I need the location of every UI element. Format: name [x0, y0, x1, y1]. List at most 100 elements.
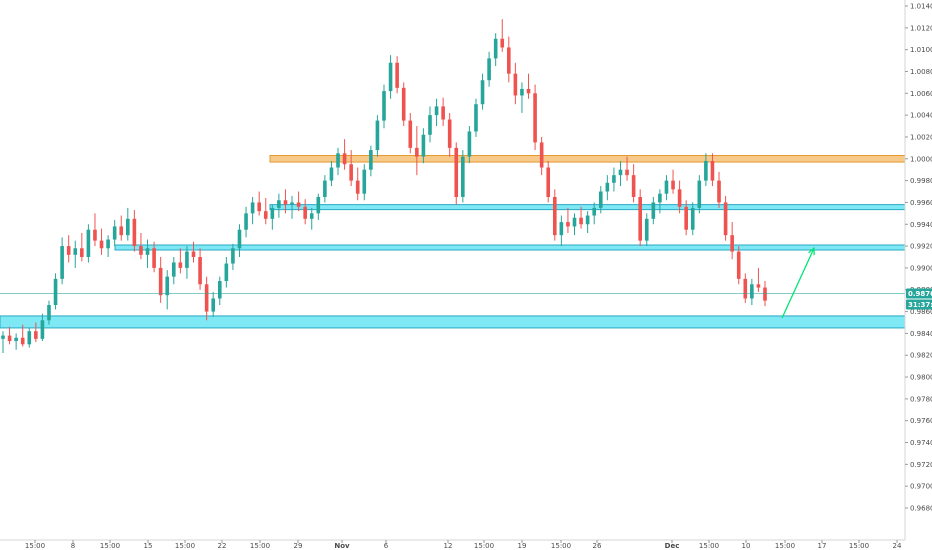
- x-tick-label: 15:00: [849, 542, 869, 550]
- candle-body: [93, 229, 97, 241]
- x-tick-label: 29: [294, 542, 303, 550]
- x-tick-label: 15:00: [474, 542, 494, 550]
- time-axis[interactable]: 15:00 8 15:00 15 15:00 22 15:00 29 Nov 6 12 15:00 19…: [25, 540, 902, 550]
- candle: [454, 142, 459, 205]
- candle: [375, 115, 380, 157]
- candle: [638, 189, 642, 247]
- projection-arrow[interactable]: [781, 246, 815, 319]
- x-tick-label: 24: [893, 542, 902, 550]
- candle-body: [73, 248, 78, 255]
- candle: [421, 128, 426, 164]
- candle-body: [99, 240, 104, 249]
- candle: [231, 243, 235, 271]
- candle: [710, 153, 715, 187]
- x-tick-label: 15:00: [100, 542, 120, 550]
- candle-body: [585, 215, 590, 225]
- candle: [217, 276, 222, 306]
- candle-body: [493, 38, 498, 59]
- candle-body: [539, 142, 544, 168]
- candle-body: [244, 213, 248, 230]
- y-tick-label: 0.97800: [910, 395, 932, 403]
- candle: [80, 232, 84, 262]
- y-tick-label: 0.99200: [910, 243, 932, 251]
- candle-body: [53, 278, 58, 306]
- price-axis[interactable]: 1.01400 1.01200 1.01000 1.00800 1.00600 1.004…: [905, 3, 932, 513]
- zone-2[interactable]: [269, 204, 906, 211]
- candle-body: [47, 305, 51, 321]
- candle-body: [605, 182, 610, 192]
- candle: [211, 291, 216, 318]
- candle-body: [342, 153, 347, 165]
- candle: [401, 82, 406, 127]
- candle-body: [158, 267, 163, 296]
- candle: [730, 222, 734, 260]
- candle-body: [763, 287, 767, 301]
- candle: [60, 237, 64, 285]
- candle: [40, 313, 45, 342]
- x-tick-label: 15:00: [699, 542, 719, 550]
- candle-body: [743, 278, 748, 299]
- candle: [677, 180, 682, 214]
- candle-body: [382, 91, 386, 121]
- candle: [736, 246, 741, 285]
- candle-body: [7, 335, 12, 342]
- candle: [552, 189, 557, 241]
- candle: [126, 207, 130, 241]
- candle: [244, 206, 248, 238]
- y-tick-label: 0.97600: [910, 417, 932, 425]
- candle-body: [677, 189, 682, 207]
- candle: [73, 240, 78, 268]
- candle: [612, 167, 616, 192]
- countdown-badge: 31:37:58: [906, 299, 932, 310]
- candle-body: [224, 263, 229, 282]
- candle-body: [730, 235, 734, 252]
- candle-body: [112, 226, 117, 240]
- candle-body: [362, 169, 367, 194]
- candle-body: [434, 106, 439, 116]
- candle-body: [290, 202, 294, 205]
- candle: [132, 210, 137, 252]
- candle-body: [631, 175, 636, 197]
- candle-body: [526, 88, 531, 94]
- candle: [185, 246, 189, 279]
- candle-body: [579, 217, 583, 225]
- candle-body: [421, 134, 426, 157]
- candle: [336, 147, 340, 176]
- support-zone[interactable]: [0, 315, 906, 329]
- candle-body: [14, 337, 18, 342]
- candle-body: [316, 196, 321, 214]
- candle-body: [533, 93, 537, 143]
- candle-body: [277, 200, 281, 208]
- candle-body: [80, 248, 84, 257]
- candle-body: [336, 153, 340, 168]
- candle-body: [684, 206, 688, 230]
- candle: [395, 56, 399, 94]
- x-tick-label: 17: [818, 542, 827, 550]
- candle: [671, 169, 675, 194]
- candle: [158, 257, 163, 303]
- x-tick-label: 10: [742, 542, 751, 550]
- candle-body: [507, 47, 511, 74]
- candle: [171, 257, 176, 285]
- candle: [428, 106, 432, 143]
- candle: [250, 196, 255, 225]
- candle-body: [309, 213, 314, 219]
- y-tick-label: 1.01400: [910, 3, 932, 11]
- candle-body: [546, 167, 551, 197]
- candle: [513, 62, 518, 105]
- candle: [507, 36, 511, 83]
- candle-body: [408, 120, 413, 148]
- price-badges: 0.98766 31:37:58: [906, 288, 932, 310]
- candle: [362, 164, 367, 201]
- candle-body: [664, 180, 669, 194]
- candle: [717, 171, 721, 208]
- candle-body: [349, 164, 353, 181]
- y-tick-label: 1.00000: [910, 155, 932, 163]
- candle-body: [625, 169, 629, 176]
- x-tick-label: 15:00: [175, 542, 195, 550]
- resistance-zone[interactable]: [269, 155, 906, 163]
- candle-body: [126, 218, 130, 236]
- candle: [447, 112, 452, 157]
- candle-body: [165, 276, 170, 296]
